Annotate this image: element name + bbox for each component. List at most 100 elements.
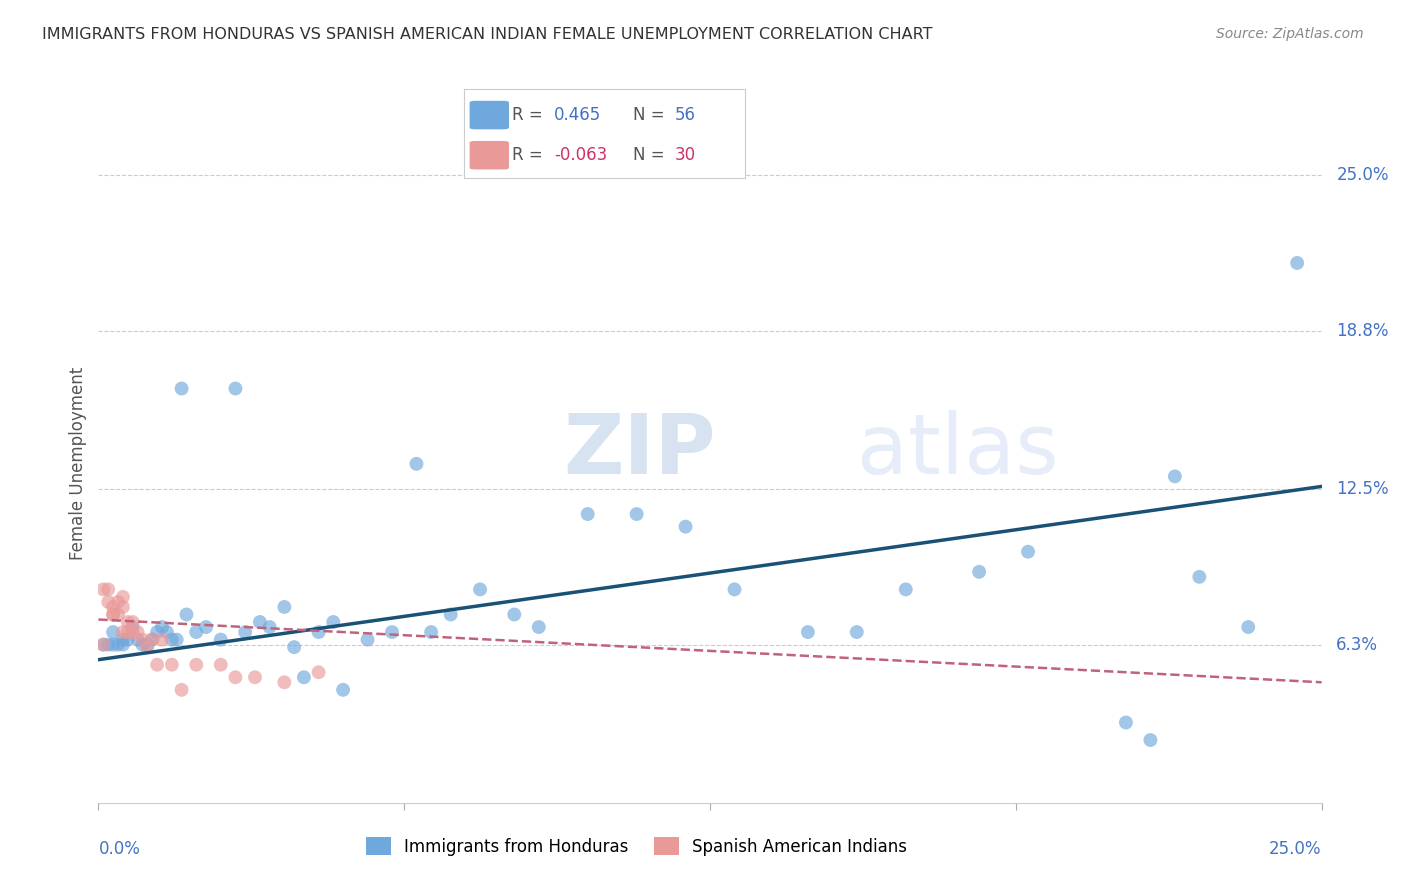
Point (273, 675, 295, 690)
Text: R =: R = (512, 106, 543, 124)
Point (117, 625, 139, 640)
Point (117, 632, 139, 647)
Text: N =: N = (633, 106, 664, 124)
Point (322, 615, 344, 629)
Point (308, 625, 330, 640)
Point (845, 625, 868, 640)
Point (117, 615, 139, 629)
Point (259, 620, 281, 634)
Text: 6.3%: 6.3% (1336, 636, 1378, 654)
Text: R =: R = (512, 146, 543, 164)
Point (503, 607, 526, 622)
Point (723, 582, 745, 597)
Point (1286, 256, 1309, 270)
Y-axis label: Female Unemployment: Female Unemployment (69, 368, 87, 560)
Point (894, 582, 917, 597)
Point (121, 625, 143, 640)
Point (170, 682, 193, 697)
Text: atlas: atlas (856, 409, 1059, 491)
FancyBboxPatch shape (470, 141, 509, 169)
Point (224, 670, 246, 684)
Point (224, 382, 246, 396)
Point (381, 625, 404, 640)
Text: 0.465: 0.465 (554, 106, 602, 124)
Point (97, 595, 120, 609)
Point (127, 632, 149, 647)
Point (440, 607, 463, 622)
Point (141, 632, 163, 647)
Point (131, 632, 153, 647)
Point (111, 590, 134, 604)
Point (107, 607, 129, 622)
Point (1188, 570, 1211, 584)
Point (1237, 620, 1260, 634)
Point (292, 670, 315, 684)
Point (127, 625, 149, 640)
Point (111, 599, 134, 614)
Text: 25.0%: 25.0% (1270, 840, 1322, 858)
Point (1139, 733, 1161, 747)
Text: 18.8%: 18.8% (1336, 322, 1389, 340)
Point (97, 582, 120, 597)
Point (101, 607, 124, 622)
Point (107, 595, 129, 609)
Point (356, 632, 378, 647)
Point (243, 670, 266, 684)
Text: 56: 56 (675, 106, 696, 124)
Point (195, 620, 218, 634)
Point (101, 607, 124, 622)
Point (626, 507, 648, 521)
Text: 0.0%: 0.0% (98, 840, 141, 858)
Text: Source: ZipAtlas.com: Source: ZipAtlas.com (1216, 27, 1364, 41)
Point (468, 582, 491, 597)
Point (308, 665, 330, 680)
Point (283, 640, 305, 654)
Point (107, 638, 129, 652)
Point (101, 599, 124, 614)
Text: 25.0%: 25.0% (1336, 166, 1389, 184)
Point (131, 638, 153, 652)
Point (186, 657, 208, 672)
Point (101, 638, 124, 652)
Text: 30: 30 (675, 146, 696, 164)
Point (150, 620, 173, 634)
Point (186, 625, 208, 640)
Point (111, 625, 134, 640)
Point (249, 615, 271, 629)
Point (91, 582, 114, 597)
Point (136, 640, 159, 654)
Point (576, 507, 599, 521)
Point (420, 625, 443, 640)
Point (91, 638, 114, 652)
Point (209, 632, 232, 647)
Point (146, 657, 169, 672)
Point (101, 625, 124, 640)
Point (1164, 469, 1187, 483)
Point (160, 657, 183, 672)
Point (111, 632, 134, 647)
Point (527, 620, 550, 634)
Point (1017, 545, 1039, 559)
Point (967, 565, 990, 579)
Point (405, 457, 427, 471)
Point (121, 620, 143, 634)
Point (170, 382, 193, 396)
Point (146, 625, 169, 640)
Point (150, 632, 173, 647)
Text: 12.5%: 12.5% (1336, 480, 1389, 498)
Point (797, 625, 820, 640)
Text: IMMIGRANTS FROM HONDURAS VS SPANISH AMERICAN INDIAN FEMALE UNEMPLOYMENT CORRELAT: IMMIGRANTS FROM HONDURAS VS SPANISH AMER… (42, 27, 932, 42)
Legend: Immigrants from Honduras, Spanish American Indians: Immigrants from Honduras, Spanish Americ… (360, 830, 914, 863)
Point (233, 625, 256, 640)
Point (121, 615, 143, 629)
FancyBboxPatch shape (470, 101, 509, 129)
Point (160, 632, 183, 647)
Point (141, 632, 163, 647)
Point (97, 638, 120, 652)
Point (176, 607, 198, 622)
Point (136, 638, 159, 652)
Point (156, 625, 179, 640)
Text: -0.063: -0.063 (554, 146, 607, 164)
Text: N =: N = (633, 146, 664, 164)
Point (1115, 715, 1137, 730)
